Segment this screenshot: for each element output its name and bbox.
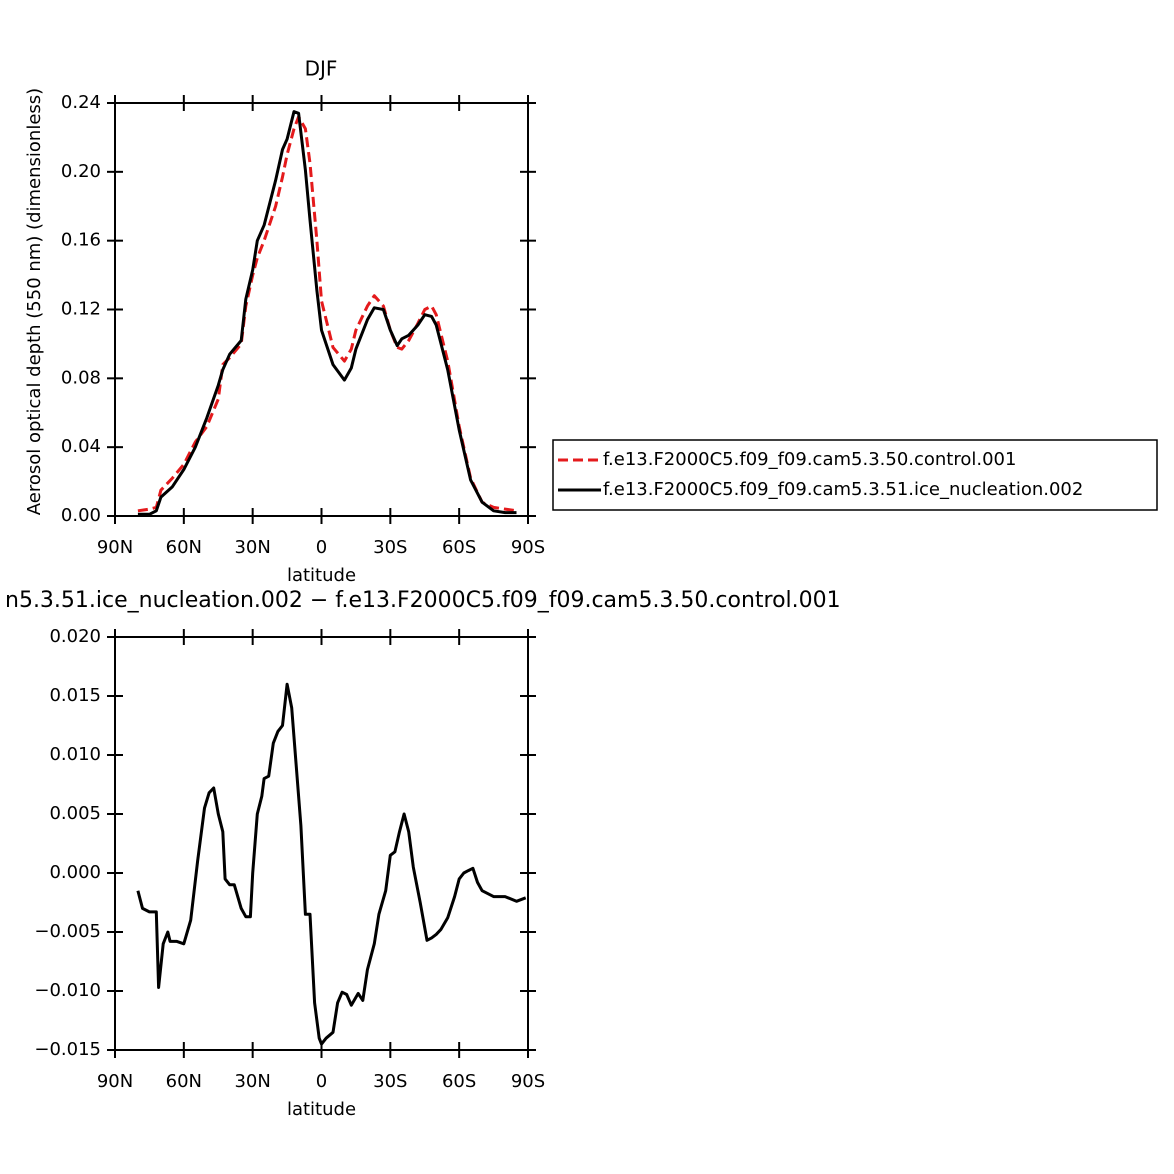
x-tick-label: 60S (442, 537, 476, 558)
y-tick-label: 0.00 (61, 505, 101, 526)
y-tick-label: 0.020 (49, 626, 101, 647)
legend-label: f.e13.F2000C5.f09_f09.cam5.3.51.ice_nucl… (603, 479, 1083, 500)
data-line (136, 682, 527, 1046)
x-tick-label: 0 (316, 537, 327, 558)
y-tick-label: 0.20 (61, 161, 101, 182)
x-tick-label: 60N (166, 537, 202, 558)
x-axis-label: latitude (287, 565, 356, 586)
x-tick-label: 90S (511, 1071, 545, 1092)
chart-title: DJF (305, 57, 338, 81)
x-tick-label: 90N (97, 1071, 133, 1092)
data-line (137, 110, 517, 516)
plot-frame (114, 636, 529, 1051)
y-tick-label: −0.005 (34, 921, 101, 942)
legend-box (552, 439, 1158, 511)
x-tick-label: 90N (97, 537, 133, 558)
x-tick-label: 90S (511, 537, 545, 558)
y-tick-label: −0.010 (34, 980, 101, 1001)
chart-title: n5.3.51.ice_nucleation.002 − f.e13.F2000… (5, 588, 841, 613)
y-tick-label: 0.005 (49, 803, 101, 824)
data-line (137, 115, 517, 513)
x-tick-label: 30S (373, 1071, 407, 1092)
y-tick-label: 0.015 (49, 685, 101, 706)
x-tick-label: 30S (373, 537, 407, 558)
y-tick-label: 0.010 (49, 744, 101, 765)
y-tick-label: 0.08 (61, 367, 101, 388)
x-tick-label: 0 (316, 1071, 327, 1092)
x-tick-label: 30N (234, 1071, 270, 1092)
y-axis-label: Aerosol optical depth (550 nm) (dimensio… (24, 88, 45, 515)
y-tick-label: 0.16 (61, 230, 101, 251)
x-tick-label: 60N (166, 1071, 202, 1092)
y-tick-label: 0.04 (61, 436, 101, 457)
x-tick-label: 60S (442, 1071, 476, 1092)
y-tick-label: −0.015 (34, 1039, 101, 1060)
legend-label: f.e13.F2000C5.f09_f09.cam5.3.50.control.… (603, 449, 1016, 470)
y-tick-label: 0.12 (61, 299, 101, 320)
x-axis-label: latitude (287, 1099, 356, 1120)
y-tick-label: 0.24 (61, 92, 101, 113)
y-tick-label: 0.000 (49, 862, 101, 883)
x-tick-label: 30N (234, 537, 270, 558)
